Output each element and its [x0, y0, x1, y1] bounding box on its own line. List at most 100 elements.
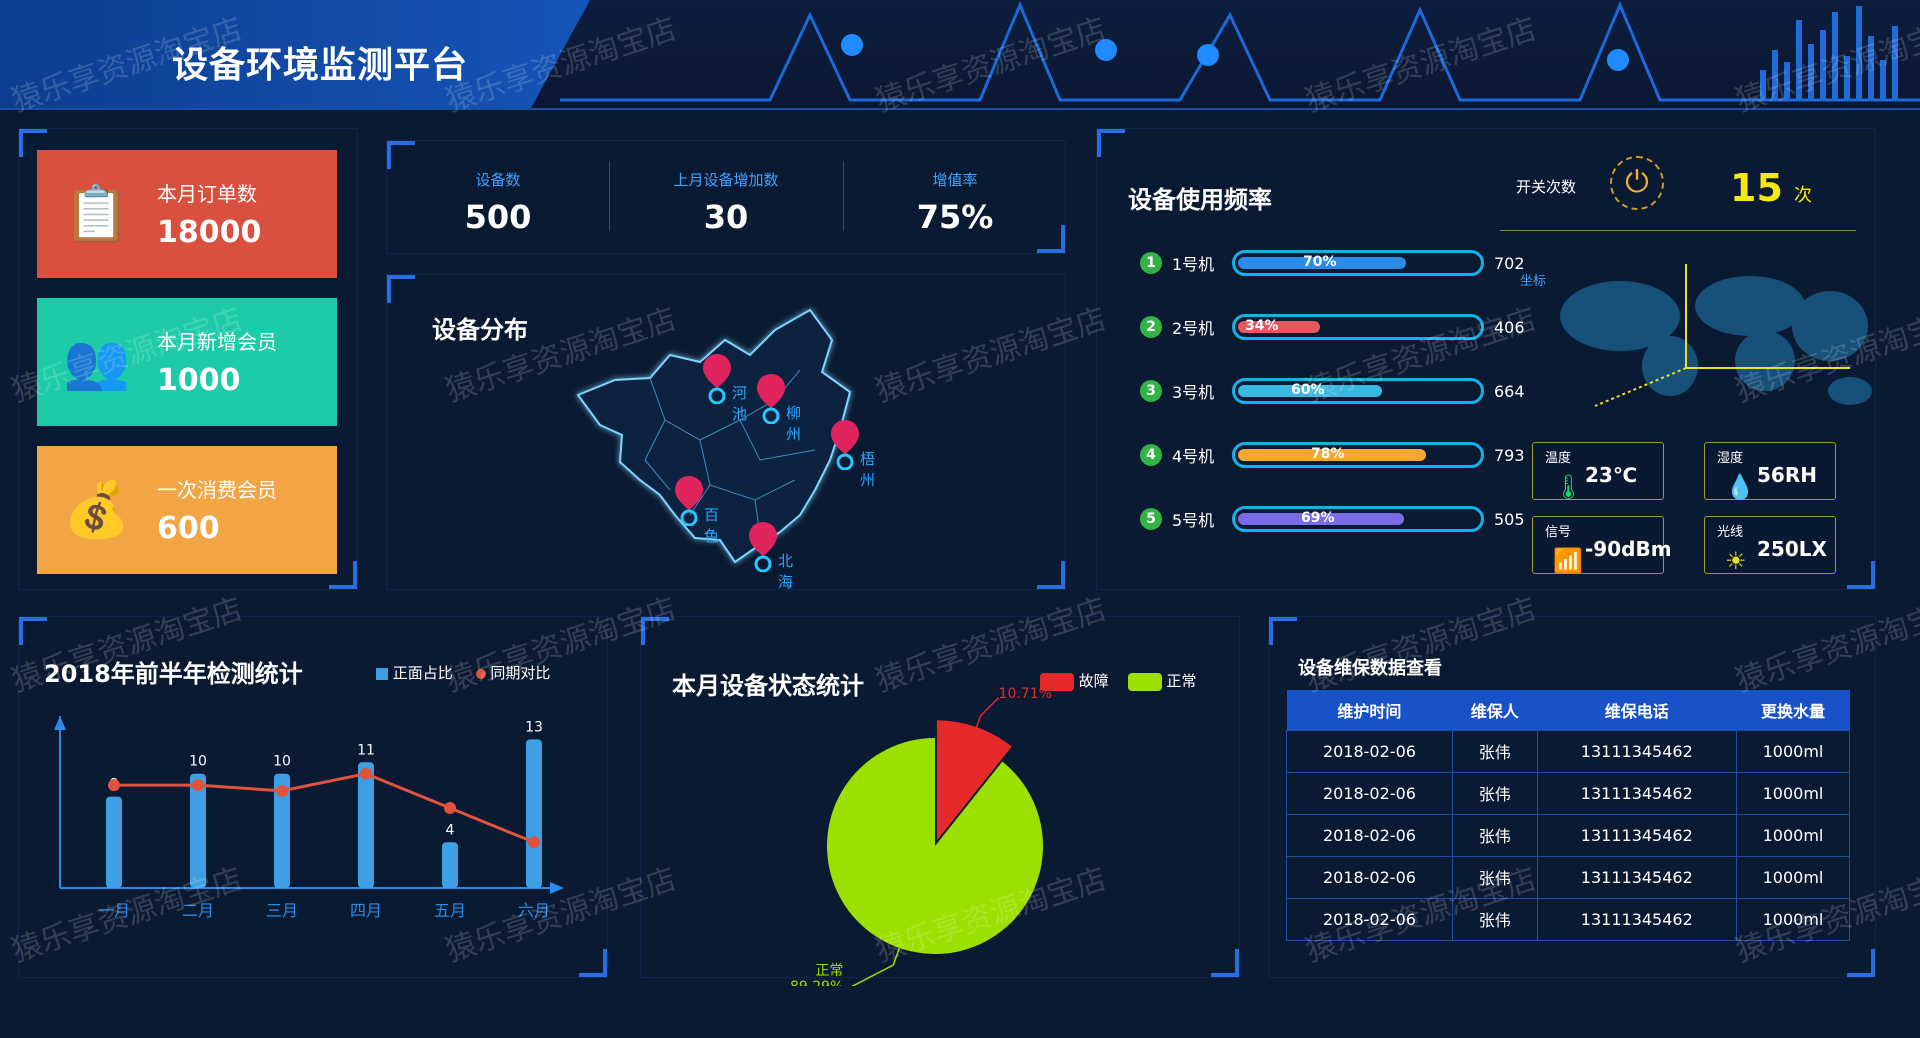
machine-name: 5号机 [1172, 511, 1215, 530]
card-label: 本月订单数 [157, 182, 257, 206]
status-panel [640, 616, 1240, 978]
bar [526, 739, 542, 888]
cell-phone: 13111345462 [1536, 771, 1737, 815]
usage-bar: 78% [1232, 442, 1484, 468]
map-pin-icon [757, 374, 785, 425]
money-bag-icon: 💰 [63, 478, 131, 541]
table-row[interactable]: 2018-02-06 张伟 13111345462 1000ml [1286, 729, 1851, 773]
table-row[interactable]: 2018-02-06 张伟 13111345462 1000ml [1286, 855, 1851, 899]
usage-bar: 70% [1232, 250, 1484, 276]
column-header[interactable]: 维保人 [1452, 690, 1538, 730]
table-row[interactable]: 2018-02-06 张伟 13111345462 1000ml [1286, 771, 1851, 815]
cell-date: 2018-02-06 [1286, 729, 1453, 773]
switch-count: 15 次 [1730, 166, 1812, 210]
pie-leader-line [973, 697, 1000, 733]
bar [274, 773, 290, 888]
map-marker-baise[interactable]: 百色 [672, 474, 719, 545]
x-axis-arrow [550, 882, 564, 894]
rank-badge: 3 [1140, 380, 1162, 402]
pie-slice-label: 89.29% [790, 979, 843, 986]
map-pin-icon [749, 522, 777, 573]
cell-person: 张伟 [1451, 855, 1538, 899]
world-map-dots [1560, 264, 1872, 407]
usage-bar-fill [1238, 449, 1426, 461]
usage-row-machine-2: 2 2号机 34% 406 [1140, 310, 1540, 344]
cell-water: 1000ml [1735, 771, 1851, 815]
card-label: 一次消费会员 [157, 478, 277, 502]
kpi-value: 30 [703, 198, 749, 236]
kpi-panel: 设备数 500 上月设备增加数 30 增值率 75% [386, 140, 1066, 254]
sensor-temperature: 温度 🌡 23℃ [1532, 442, 1664, 501]
usage-percent: 60% [1291, 382, 1325, 398]
table-row[interactable]: 2018-02-06 张伟 13111345462 1000ml [1286, 813, 1851, 857]
sensor-label: 信号 [1545, 525, 1572, 540]
new-members-card: 👥 本月新增会员 1000 [37, 298, 337, 426]
divider [1500, 230, 1856, 231]
usage-bar: 34% [1232, 314, 1484, 340]
status-title: 本月设备状态统计 [672, 672, 864, 700]
legend-swatch-fault [1040, 672, 1074, 691]
x-tick-label: 五月 [434, 901, 466, 920]
header-heartbeat-decoration [560, 1, 1920, 102]
map-city-label: 河池 [732, 384, 748, 423]
signal-icon: 📶 [1553, 547, 1583, 575]
usage-count: 505 [1494, 509, 1525, 529]
rank-badge: 4 [1140, 444, 1162, 466]
legend-label: 正面占比 [392, 664, 453, 682]
cell-water: 1000ml [1735, 813, 1851, 857]
map-city-label: 百色 [704, 506, 720, 545]
column-header[interactable]: 更换水量 [1736, 690, 1850, 730]
half-year-panel [18, 616, 608, 978]
half-year-title: 2018年前半年检测统计 [44, 660, 303, 688]
map-marker-wuzhou[interactable]: 梧州 [828, 418, 875, 489]
maintenance-panel [1268, 616, 1876, 978]
card-value: 18000 [157, 215, 262, 250]
sensor-value: -90dBm [1585, 537, 1672, 561]
pie-leader-line [851, 947, 901, 986]
y-axis-arrow [54, 716, 66, 730]
pie-slice [827, 738, 1043, 954]
distribution-title: 设备分布 [432, 316, 528, 344]
stat-cards-panel [18, 128, 358, 590]
map-marker-hechi[interactable]: 河池 [700, 352, 747, 423]
column-header[interactable]: 维护时间 [1286, 690, 1453, 730]
x-tick-label: 四月 [350, 901, 382, 920]
machine-name: 2号机 [1172, 319, 1215, 338]
sun-icon: ☀ [1725, 547, 1747, 575]
x-tick-label: 一月 [98, 901, 130, 920]
bar-value-label: 13 [525, 719, 543, 735]
usage-title: 设备使用频率 [1128, 186, 1272, 214]
app-title: 设备环境监测平台 [172, 45, 469, 86]
power-icon[interactable]: ⏻ [1610, 156, 1664, 210]
maintenance-table-wrap: 维护时间 维保人 维保电话 更换水量 2018-02-06 张伟 1311134… [1286, 690, 1851, 941]
cell-date: 2018-02-06 [1286, 855, 1453, 899]
map-city-label: 柳州 [786, 404, 802, 443]
legend-label: 同期对比 [490, 664, 551, 682]
bar-value-label: 11 [357, 742, 375, 758]
sensor-value: 23℃ [1585, 463, 1638, 487]
map-marker-beihai[interactable]: 北海 [746, 520, 793, 591]
bar [190, 773, 206, 888]
sensor-value: 56RH [1757, 463, 1817, 487]
one-time-members-card: 💰 一次消费会员 600 [37, 446, 337, 574]
sensor-humidity: 湿度 💧 56RH [1704, 442, 1836, 501]
sensor-label: 光线 [1717, 525, 1744, 540]
map-marker-liuzhou[interactable]: 柳州 [754, 372, 801, 443]
table-row[interactable]: 2018-02-06 张伟 13111345462 1000ml [1286, 897, 1851, 941]
cell-person: 张伟 [1451, 729, 1538, 773]
clipboard-icon: 📋 [63, 182, 131, 245]
rank-badge: 5 [1140, 508, 1162, 530]
machine-name: 4号机 [1172, 447, 1215, 466]
cell-person: 张伟 [1451, 813, 1538, 857]
usage-count: 664 [1494, 381, 1525, 401]
line-point [444, 802, 456, 814]
sensor-label: 温度 [1545, 451, 1572, 466]
column-header[interactable]: 维保电话 [1537, 690, 1737, 730]
usage-row-machine-5: 5 5号机 69% 505 [1140, 502, 1540, 536]
card-label: 本月新增会员 [157, 330, 277, 354]
usage-bar: 60% [1232, 378, 1484, 404]
card-value: 1000 [157, 363, 241, 398]
droplet-icon: 💧 [1725, 473, 1755, 501]
kpi-label: 设备数 [475, 171, 521, 189]
kpi-value: 75% [916, 198, 994, 236]
